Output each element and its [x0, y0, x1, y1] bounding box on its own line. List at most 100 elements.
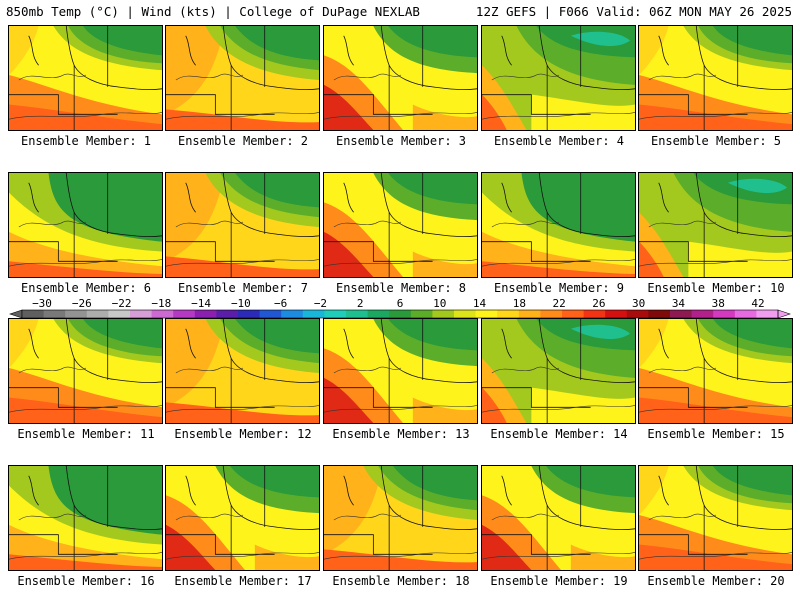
state-boundary [222, 26, 319, 90]
temperature-map [166, 26, 319, 130]
colorbar-segment [281, 310, 304, 318]
ensemble-panel [638, 172, 793, 278]
colorbar-segment [670, 310, 693, 318]
contour-line [333, 73, 402, 81]
contour-line [482, 259, 635, 267]
temperature-region [713, 466, 792, 496]
colorbar-segment [605, 310, 628, 318]
contour-line [166, 112, 319, 120]
contour-line [639, 259, 792, 267]
contour-line [18, 366, 87, 374]
temperature-region [388, 319, 477, 351]
state-boundary [9, 94, 118, 115]
contour-line [166, 552, 319, 560]
state-boundary [185, 182, 196, 213]
state-boundary [482, 241, 591, 262]
colorbar-segment [238, 310, 261, 318]
temperature-map [324, 319, 477, 423]
colorbar-tick-label: −26 [72, 299, 92, 310]
colorbar-segment [410, 310, 433, 318]
contour-line [639, 112, 792, 120]
colorbar-segment [734, 310, 757, 318]
colorbar-tick-label: 6 [397, 299, 404, 310]
contour-line [648, 366, 717, 374]
temperature-region [713, 26, 792, 56]
contour-line [639, 552, 792, 560]
contour-line [491, 366, 560, 374]
model-run-info: 12Z GEFS | F066 Valid: 06Z MON MAY 26 20… [475, 4, 792, 19]
ensemble-member-label: Ensemble Member: 20 [647, 574, 785, 588]
state-boundary [65, 26, 162, 90]
contour-line [324, 405, 477, 413]
state-boundary [695, 319, 792, 383]
temperature-map [639, 173, 792, 277]
colorbar-segment [65, 310, 88, 318]
state-boundary [343, 328, 354, 359]
ensemble-member-label: Ensemble Member: 2 [177, 134, 309, 148]
colorbar-tick-label: 2 [357, 299, 364, 310]
contour-line [9, 259, 162, 267]
colorbar-tick-label: 42 [751, 299, 764, 310]
ensemble-member-label: Ensemble Member: 10 [647, 281, 785, 295]
contour-line [175, 366, 244, 374]
colorbar-segment [648, 310, 671, 318]
state-boundary [343, 475, 354, 506]
temperature-region [412, 251, 477, 277]
temperature-region [9, 554, 162, 570]
temperature-region [639, 544, 792, 570]
state-boundary [538, 26, 635, 90]
temperature-map [166, 319, 319, 423]
colorbar-segment [562, 310, 585, 318]
temperature-region [324, 466, 384, 555]
state-boundary [166, 241, 275, 262]
temperature-map [639, 319, 792, 423]
temperature-region [639, 397, 792, 423]
colorbar-segment [346, 310, 369, 318]
temperature-region [235, 319, 319, 354]
temperature-region [324, 549, 477, 570]
state-boundary [695, 466, 792, 530]
temperature-region [713, 319, 792, 349]
temperature-map [166, 466, 319, 570]
colorbar-segment [691, 310, 714, 318]
ensemble-member-label: Ensemble Member: 11 [17, 427, 155, 441]
colorbar-segment [432, 310, 455, 318]
state-boundary [501, 35, 512, 66]
colorbar-arrow-right [777, 309, 791, 319]
temperature-region [531, 94, 635, 130]
ensemble-panel [638, 25, 793, 131]
state-boundary [9, 241, 118, 262]
colorbar-segment [194, 310, 217, 318]
temperature-region [639, 241, 664, 277]
state-boundary [658, 475, 669, 506]
temperature-region [83, 26, 162, 56]
colorbar-segment [216, 310, 239, 318]
temperature-region [83, 319, 162, 349]
contour-line [175, 513, 244, 521]
colorbar-segment [86, 310, 109, 318]
state-boundary [343, 35, 354, 66]
ensemble-member-label: Ensemble Member: 16 [17, 574, 155, 588]
ensemble-panel [323, 465, 478, 571]
ensemble-member-label: Ensemble Member: 13 [332, 427, 470, 441]
contour-line [482, 112, 635, 120]
ensemble-panel [165, 465, 320, 571]
state-boundary [380, 466, 477, 530]
temperature-region [254, 544, 319, 570]
colorbar-tick-label: −14 [191, 299, 211, 310]
temperature-region [482, 524, 532, 570]
temperature-region [546, 466, 635, 498]
temperature-map [482, 173, 635, 277]
state-boundary [222, 173, 319, 237]
state-boundary [222, 466, 319, 530]
contour-line [324, 112, 477, 120]
state-boundary [166, 387, 275, 408]
state-boundary [380, 319, 477, 383]
colorbar-segment [259, 310, 282, 318]
colorbar-segment [454, 310, 477, 318]
state-boundary [28, 475, 39, 506]
temperature-region [412, 397, 477, 423]
colorbar-segment [324, 310, 347, 318]
temperature-region [688, 241, 792, 277]
temperature-region [166, 319, 226, 408]
